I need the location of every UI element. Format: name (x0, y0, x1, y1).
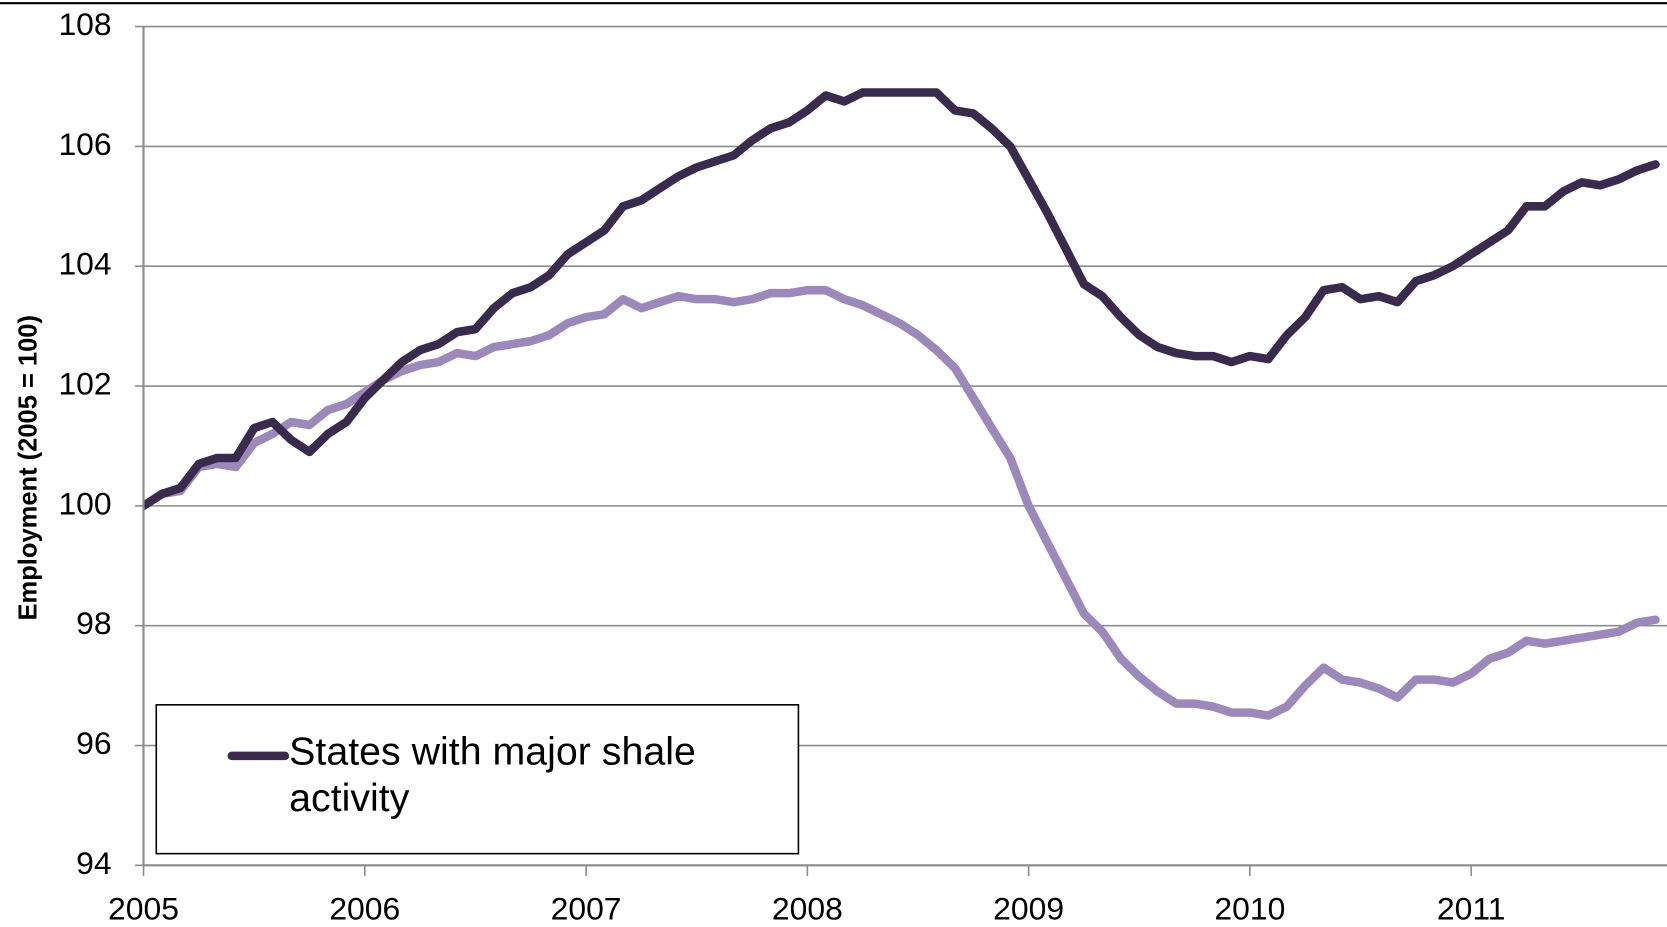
y-tick-label: 104 (58, 246, 111, 282)
y-tick-label: 96 (76, 725, 111, 761)
x-tick-label: 2009 (993, 890, 1064, 926)
legend-label: States with major shale activity (289, 729, 696, 820)
x-tick-label: 2010 (1214, 890, 1285, 926)
x-tick-label: 2011 (1437, 890, 1506, 926)
series-line (143, 88, 1660, 511)
y-tick-label: 102 (58, 365, 111, 401)
y-tick-label: 108 (58, 6, 111, 42)
series-line (143, 285, 1660, 720)
x-tick-label: 2007 (551, 890, 622, 926)
plot-area (143, 88, 1660, 720)
axes: 94 96 98 100 102 104 106 108 2005 2006 2007 2008 200… (58, 6, 1667, 926)
y-axis-label: Employment (2005 = 100) (15, 315, 43, 620)
x-tick-label: 2008 (772, 890, 843, 926)
y-tick-label: 100 (58, 485, 111, 521)
x-tick-label: 2006 (329, 890, 400, 926)
legend-label-box: States with major shale activity (289, 729, 696, 820)
y-tick-label: 106 (58, 126, 111, 162)
y-tick-label: 98 (76, 605, 111, 641)
x-tick-label: 2005 (108, 890, 179, 926)
y-tick-label: 94 (76, 845, 111, 881)
legend: States with major shale activity (155, 704, 800, 855)
legend-box (155, 704, 800, 855)
